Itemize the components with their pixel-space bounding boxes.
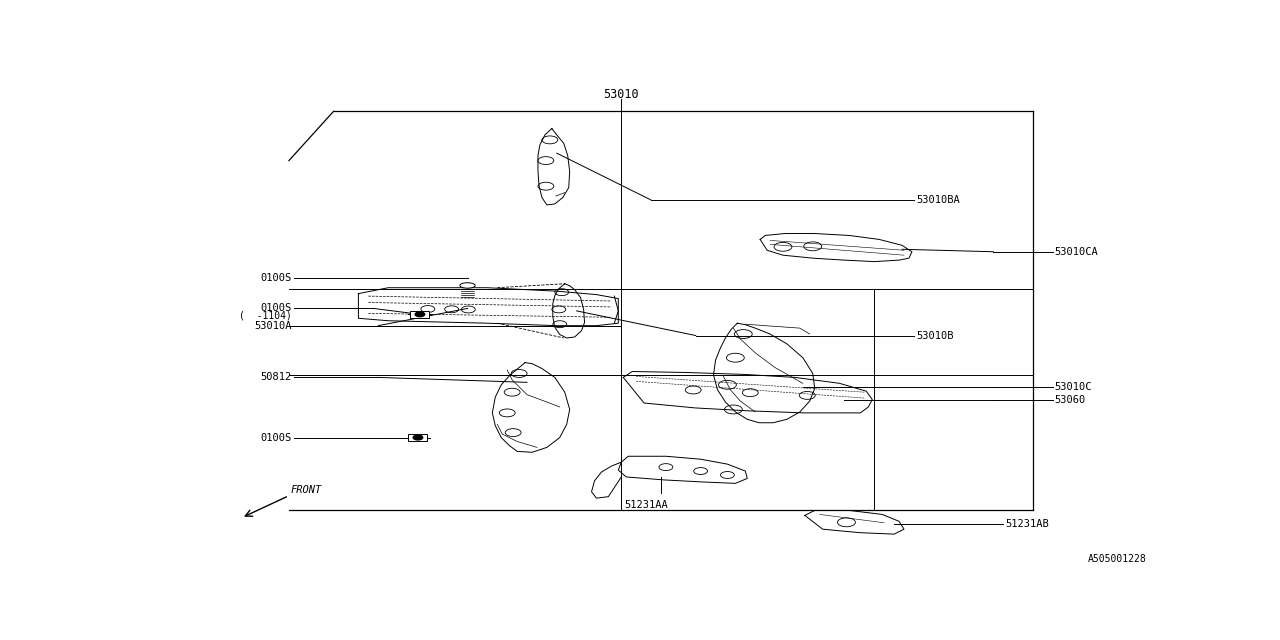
FancyBboxPatch shape [408,434,428,441]
Text: 53010BA: 53010BA [916,195,960,205]
Text: 53060: 53060 [1055,395,1085,404]
Text: 0100S: 0100S [261,433,292,442]
Text: 0100S: 0100S [261,303,292,314]
Circle shape [415,312,425,317]
Text: FRONT: FRONT [291,484,323,495]
Text: 53010B: 53010B [916,330,954,340]
Text: 50812: 50812 [261,372,292,383]
Text: 53010CA: 53010CA [1055,247,1098,257]
Text: 53010A: 53010A [255,321,292,331]
Text: (  -1104): ( -1104) [239,311,292,321]
Ellipse shape [460,283,475,288]
FancyBboxPatch shape [411,311,429,318]
Text: 51231AB: 51231AB [1005,519,1048,529]
Text: 0100S: 0100S [261,273,292,283]
Text: A505001228: A505001228 [1088,554,1147,564]
Circle shape [413,435,422,440]
Text: 51231AA: 51231AA [625,500,668,509]
Text: 53010: 53010 [603,88,639,100]
Text: 53010C: 53010C [1055,382,1092,392]
